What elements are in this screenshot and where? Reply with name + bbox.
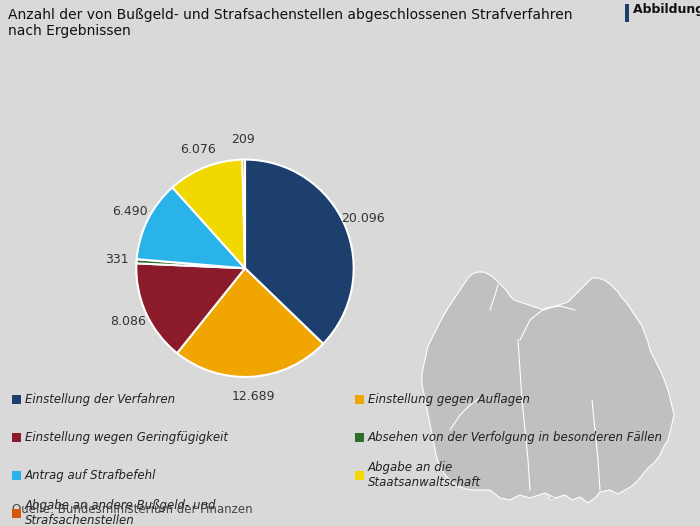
Text: 6.076: 6.076 <box>180 143 216 156</box>
Bar <box>12 509 21 518</box>
Text: 209: 209 <box>232 134 256 147</box>
Text: Antrag auf Strafbefehl: Antrag auf Strafbefehl <box>25 469 156 482</box>
Wedge shape <box>177 268 323 377</box>
Bar <box>12 433 21 442</box>
Text: Anzahl der von Bußgeld- und Strafsachenstellen abgeschlossenen Strafverfahren
na: Anzahl der von Bußgeld- und Strafsachens… <box>8 8 573 38</box>
Bar <box>355 471 364 480</box>
Text: 20.096: 20.096 <box>342 211 385 225</box>
Text: Abbildung 1: Abbildung 1 <box>633 4 700 16</box>
Wedge shape <box>245 159 354 344</box>
Text: Einstellung gegen Auflagen: Einstellung gegen Auflagen <box>368 393 530 406</box>
Wedge shape <box>136 187 245 268</box>
Wedge shape <box>136 264 245 353</box>
Text: 331: 331 <box>105 254 129 267</box>
Polygon shape <box>422 272 674 503</box>
Wedge shape <box>172 159 245 268</box>
Polygon shape <box>548 496 555 500</box>
Text: 6.490: 6.490 <box>112 205 148 218</box>
Bar <box>12 395 21 404</box>
Text: Abgabe an die
Staatsanwaltschaft: Abgabe an die Staatsanwaltschaft <box>368 461 481 490</box>
Text: 12.689: 12.689 <box>232 390 275 403</box>
Text: Absehen von der Verfolgung in besonderen Fällen: Absehen von der Verfolgung in besonderen… <box>368 431 663 444</box>
Text: Quelle: Bundesministerium der Finanzen: Quelle: Bundesministerium der Finanzen <box>12 503 253 516</box>
Text: Einstellung der Verfahren: Einstellung der Verfahren <box>25 393 175 406</box>
Bar <box>12 471 21 480</box>
Wedge shape <box>242 159 245 268</box>
Wedge shape <box>136 259 245 268</box>
Text: 8.086: 8.086 <box>110 315 146 328</box>
Bar <box>355 395 364 404</box>
Text: Einstellung wegen Geringfügigkeit: Einstellung wegen Geringfügigkeit <box>25 431 228 444</box>
Text: Abgabe an andere Bußgeld- und
Strafsachenstellen: Abgabe an andere Bußgeld- und Strafsache… <box>25 500 216 526</box>
Bar <box>355 433 364 442</box>
Bar <box>625 4 629 22</box>
